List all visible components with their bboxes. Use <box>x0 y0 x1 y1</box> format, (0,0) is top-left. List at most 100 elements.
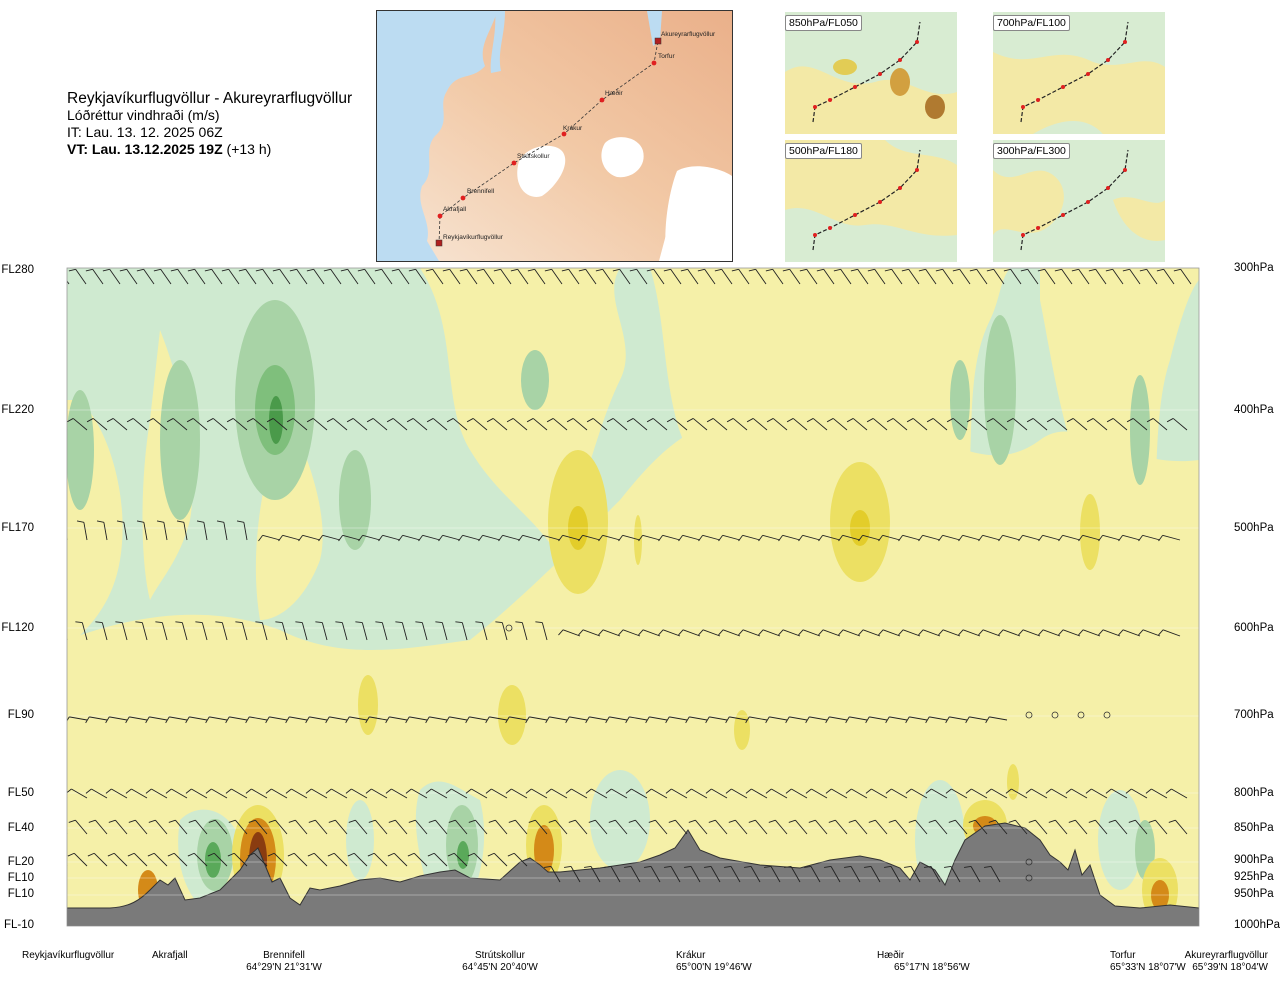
wind-barb-flag <box>378 535 383 542</box>
wind-barb <box>255 819 268 835</box>
level-label-right: 400hPa <box>1234 404 1274 416</box>
wind-barb <box>590 866 601 883</box>
wind-barb-flag <box>731 268 739 272</box>
mini-map-500[interactable]: 500hPa/FL180 <box>785 140 957 262</box>
wind-barb-flag <box>208 819 216 823</box>
wind-barb <box>932 418 948 431</box>
wind-barb-flag <box>858 535 863 542</box>
mini-map-850[interactable]: 850hPa/FL050 <box>785 12 957 134</box>
wind-barb <box>609 716 628 721</box>
wind-barb-flag <box>340 268 348 272</box>
map-label-brennifell: Brennifell <box>467 188 495 195</box>
wind-barb <box>491 788 508 799</box>
wind-barb <box>183 522 188 541</box>
wind-barb <box>271 788 288 799</box>
mini-map-700[interactable]: 700hPa/FL100 <box>993 12 1165 134</box>
wind-barb <box>949 716 968 721</box>
wind-barb-flag <box>680 268 688 272</box>
wind-barb-flag <box>355 621 363 624</box>
wind-barb-flag <box>465 716 470 724</box>
wind-barb <box>751 788 768 799</box>
wind-barb-flag <box>315 621 323 624</box>
wind-barb-flag <box>405 788 412 794</box>
wind-barb <box>282 534 301 541</box>
wind-barb <box>990 866 1001 883</box>
wind-barb <box>253 852 268 867</box>
wind-barb <box>1163 268 1175 285</box>
wind-barb-flag <box>85 788 92 794</box>
wind-barb <box>421 622 428 641</box>
wind-barb-flag <box>318 535 323 542</box>
wind-barb-flag <box>345 716 350 724</box>
wind-barb <box>695 819 708 835</box>
wind-barb <box>582 534 601 541</box>
wind-barb <box>862 534 881 541</box>
wind-barb <box>840 268 852 285</box>
wind-barb <box>1051 788 1068 799</box>
wind-barb <box>568 268 580 285</box>
wind-barb <box>622 629 641 637</box>
wind-barb-flag <box>786 418 794 423</box>
wind-barb <box>831 788 848 799</box>
wind-barb-flag <box>448 819 456 823</box>
wind-barb-flag <box>155 621 163 624</box>
level-label-right: 850hPa <box>1234 822 1274 834</box>
wind-barb-flag <box>598 629 604 636</box>
wind-barb-flag <box>638 535 643 542</box>
wind-barb <box>551 268 563 285</box>
wind-barb <box>415 268 427 285</box>
wind-barb <box>501 622 508 641</box>
wind-barb <box>401 622 408 641</box>
wind-barb-flag <box>374 268 382 272</box>
wind-barb <box>229 716 248 721</box>
wind-barb-flag <box>375 621 383 624</box>
wind-barb <box>869 716 888 721</box>
wind-barb <box>642 629 661 637</box>
wind-barb <box>602 629 621 637</box>
wind-barb <box>181 622 188 641</box>
wind-barb-flag <box>885 788 892 794</box>
wind-barb <box>541 622 548 641</box>
wind-barb-flag <box>476 268 484 272</box>
mini-map-300[interactable]: 300hPa/FL300 <box>993 140 1165 262</box>
wind-barb-flag <box>345 788 352 794</box>
wind-barb-flag <box>745 788 752 794</box>
wind-barb-flag <box>798 629 804 636</box>
wind-barb-flag <box>395 621 403 624</box>
wind-barb-flag <box>544 865 552 868</box>
wind-barb <box>67 719 68 720</box>
wind-barb <box>512 418 528 431</box>
wind-barb-flag <box>215 621 223 624</box>
wind-barb <box>709 716 728 721</box>
wind-barb-flag <box>565 716 570 724</box>
wind-barb <box>475 819 488 835</box>
waypoint-label: Reykjavíkurflugvöllur <box>22 950 115 961</box>
wind-barb <box>251 788 268 799</box>
wind-barb-flag <box>1008 819 1016 823</box>
wind-barb-flag <box>325 788 332 794</box>
wind-barb <box>262 534 281 541</box>
wind-barb-flag <box>782 268 790 272</box>
wind-barb <box>562 629 581 637</box>
wind-barb <box>342 534 361 541</box>
wind-barb-flag <box>958 535 963 542</box>
wind-barb <box>293 852 308 867</box>
wind-barb <box>552 418 568 431</box>
wind-barb <box>228 268 240 285</box>
wind-barb <box>895 819 908 835</box>
wind-barb-flag <box>665 788 672 794</box>
wind-barb-flag <box>145 788 152 794</box>
wind-barb <box>1062 534 1081 541</box>
wind-barb <box>1031 788 1048 799</box>
wind-barb <box>962 629 981 637</box>
wind-barb-flag <box>605 716 610 724</box>
wind-barb-flag <box>488 819 496 823</box>
wind-barb-flag <box>629 268 637 272</box>
wind-barb-flag <box>901 268 909 272</box>
wind-barb-flag <box>205 788 212 794</box>
wind-barb-flag <box>1118 535 1123 542</box>
wind-barb-flag <box>668 819 676 823</box>
wind-barb-flag <box>165 788 172 794</box>
wind-barb-flag <box>965 788 972 794</box>
wind-barb <box>710 866 721 883</box>
